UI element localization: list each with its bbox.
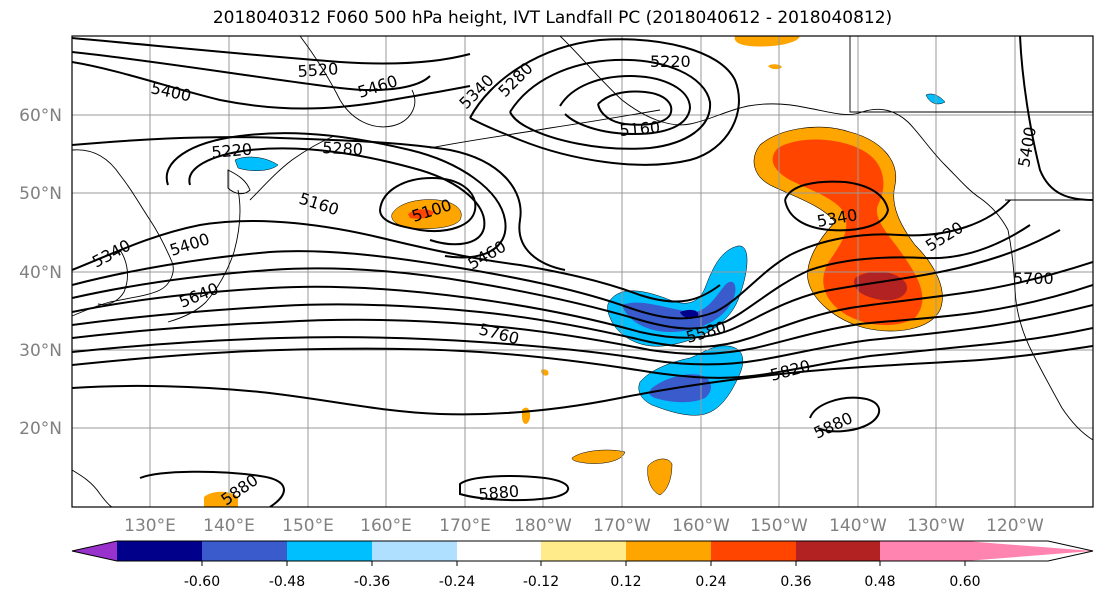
lon-label: 130°W xyxy=(907,516,965,536)
lon-label: 150°W xyxy=(750,516,808,536)
contour-line-5580-mid xyxy=(72,261,1093,348)
colorbar-segment xyxy=(457,541,541,561)
coastline-na-west xyxy=(1007,229,1093,441)
contour-label: 5220 xyxy=(211,140,253,162)
colorbar-segment xyxy=(287,541,372,561)
border-canada-alaska xyxy=(849,36,1093,113)
contour-label: 5220 xyxy=(650,52,691,71)
contour-line-5400-mid xyxy=(72,199,1011,320)
colorbar-segment xyxy=(541,541,626,561)
longitude-labels: 130°E 140°E 150°E 160°E 170°E 180°W 170°… xyxy=(124,516,1044,536)
lat-label: 40°N xyxy=(19,263,62,283)
contour-line-5700-mid xyxy=(72,304,1093,366)
lon-label: 170°W xyxy=(593,516,651,536)
contour-line-5340-low xyxy=(469,38,740,166)
colorbar-segment xyxy=(626,541,711,561)
ivt-positive-speck-3 xyxy=(647,458,673,496)
colorbar-outline xyxy=(71,540,1094,562)
contour-line-5340-e xyxy=(784,180,890,232)
contour-line-5400-nw xyxy=(72,61,471,110)
colorbar-extend-min xyxy=(72,541,117,561)
contour-label: 5700 xyxy=(1013,269,1054,288)
contour-line-5640-mid xyxy=(72,284,1093,355)
contour-line-5460-n xyxy=(72,51,431,92)
contour-line-5340-mid xyxy=(72,219,721,303)
latitude-labels: 60°N 50°N 40°N 30°N 20°N xyxy=(19,106,62,439)
lon-label: 180°W xyxy=(514,516,572,536)
height-contours xyxy=(72,36,1093,507)
map-frame xyxy=(71,35,1094,508)
lat-label: 20°N xyxy=(19,419,62,439)
colorbar: -0.60 -0.48 -0.36 -0.24 -0.12 0.12 0.24 … xyxy=(71,540,1094,590)
contour-label: 5880 xyxy=(478,482,520,504)
lat-label: 60°N xyxy=(19,106,62,126)
ivt-strong-positive-kamchatka xyxy=(408,209,434,219)
colorbar-segment xyxy=(711,541,796,561)
coastline-hokkaido xyxy=(227,169,251,195)
lon-label: 140°E xyxy=(203,516,255,536)
lon-label: 130°E xyxy=(124,516,176,536)
contour-line-5880-e xyxy=(809,396,881,433)
colorbar-tick-label: 0.48 xyxy=(864,574,895,590)
lon-label: 150°E xyxy=(282,516,334,536)
contour-line-5760-mid xyxy=(72,327,1093,379)
colorbar-segment xyxy=(372,541,457,561)
contour-label: 5160 xyxy=(619,118,661,140)
contour-line-5100 xyxy=(379,176,477,232)
contour-line-5280-mid xyxy=(72,136,566,271)
contour-line-5160-low xyxy=(597,90,673,126)
contour-line-5400-e xyxy=(1019,36,1093,201)
contour-line-5460-mid xyxy=(72,224,1031,330)
contour-label: 5520 xyxy=(297,59,339,81)
colorbar-segment xyxy=(202,541,287,561)
colorbar-tick-label: -0.24 xyxy=(439,574,475,590)
ivt-negative-speck-1 xyxy=(234,156,279,171)
contour-line-5880-s xyxy=(459,475,570,502)
colorbar-tick-label: 0.60 xyxy=(949,574,980,590)
contour-line-5820 xyxy=(72,345,1093,416)
coastline-kuril xyxy=(249,135,335,201)
contour-line-5520-mid xyxy=(72,229,1061,339)
colorbar-tick-label: 0.12 xyxy=(610,574,641,590)
coastline-asia xyxy=(72,149,174,317)
map-title: 2018040312 F060 500 hPa height, IVT Land… xyxy=(212,8,893,28)
colorbar-ticks: -0.60 -0.48 -0.36 -0.24 -0.12 0.12 0.24 … xyxy=(184,561,981,590)
contour-line-5160-w xyxy=(188,147,486,246)
coastline-aleutians xyxy=(429,109,661,149)
colorbar-tick-label: -0.12 xyxy=(523,574,559,590)
contour-line-5520-n xyxy=(72,37,471,65)
lat-label: 50°N xyxy=(19,184,62,204)
lon-label: 160°W xyxy=(672,516,730,536)
coastline-islands-south xyxy=(72,469,113,507)
colorbar-tick-label: 0.36 xyxy=(780,574,811,590)
lon-label: 170°E xyxy=(439,516,491,536)
contour-line-5880-sw xyxy=(139,470,285,507)
colorbar-tick-label: 0.24 xyxy=(695,574,726,590)
contour-label: 5280 xyxy=(322,138,364,159)
colorbar-segment xyxy=(117,541,202,561)
ivt-positive-region-top xyxy=(734,36,800,47)
contour-line-5280-low xyxy=(509,58,712,150)
contour-line-5220-low xyxy=(559,74,692,136)
ivt-positive-speck-2 xyxy=(571,449,626,464)
coastline-kamchatka xyxy=(299,36,416,128)
lat-label: 30°N xyxy=(19,341,62,361)
colorbar-segment xyxy=(880,541,965,561)
colorbar-tick-label: -0.36 xyxy=(354,574,390,590)
lon-label: 160°E xyxy=(360,516,412,536)
ivt-negative-region-1-max xyxy=(680,309,699,319)
contour-line-5220-w xyxy=(165,132,507,259)
colorbar-tick-label: -0.60 xyxy=(184,574,220,590)
coastline-korea xyxy=(97,249,128,305)
colorbar-tick-label: -0.48 xyxy=(269,574,305,590)
lon-label: 140°W xyxy=(829,516,887,536)
colorbar-segment xyxy=(796,541,880,561)
ivt-max-positive-region xyxy=(854,271,908,301)
lon-label: 120°W xyxy=(986,516,1044,536)
ivt-negative-region-1-core xyxy=(622,281,736,332)
